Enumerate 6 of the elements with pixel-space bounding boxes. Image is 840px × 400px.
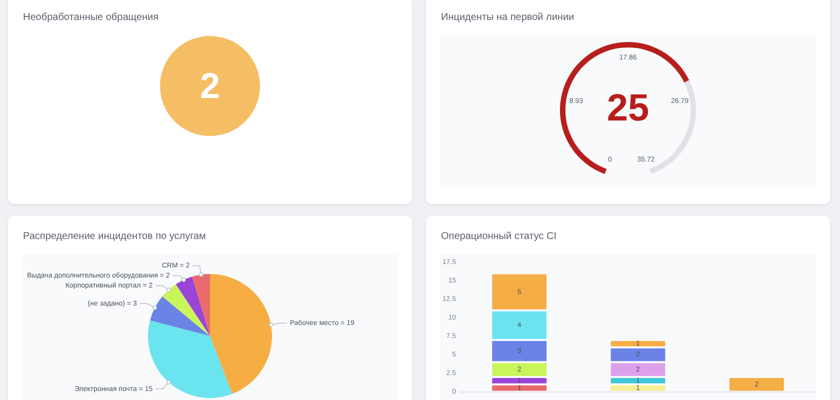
chart-title: Операционный статус CI [441, 231, 557, 243]
text: 2 [200, 65, 220, 106]
data-label: 25 [606, 88, 650, 130]
chart-title: Инциденты на первой линии [441, 12, 574, 24]
chart-title: Распределение инцидентов по услугам [23, 231, 206, 243]
text: Необработанные обращения [23, 12, 158, 24]
